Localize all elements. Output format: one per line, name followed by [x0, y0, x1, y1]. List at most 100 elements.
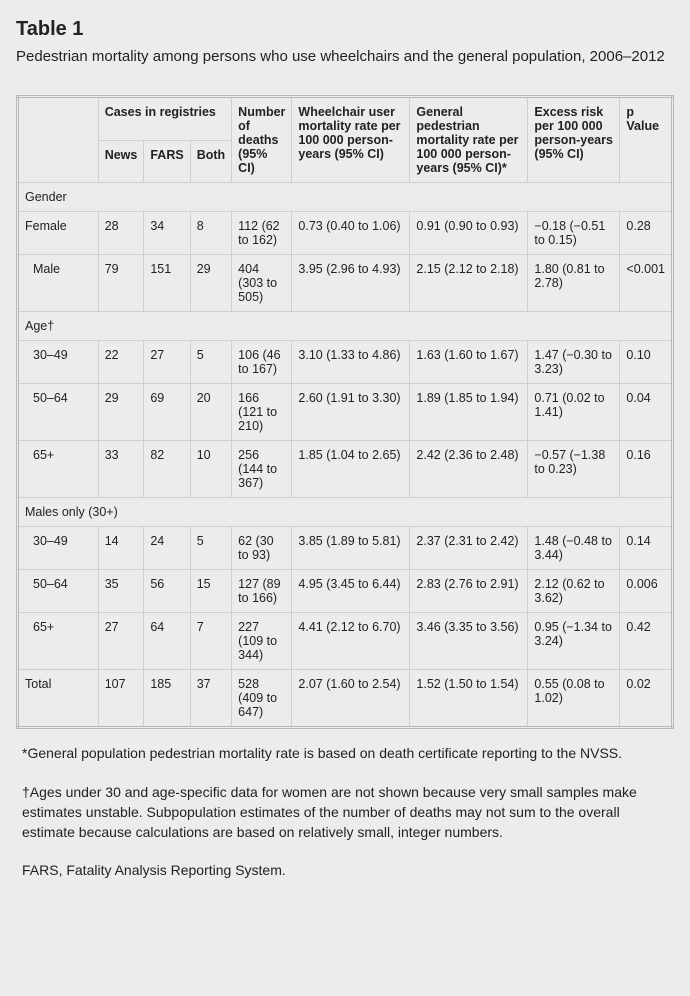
cell: 256 (144 to 367): [232, 441, 292, 498]
cell: 2.42 (2.36 to 2.48): [410, 441, 528, 498]
cell: 3.46 (3.35 to 3.56): [410, 613, 528, 670]
cell: 1.80 (0.81 to 2.78): [528, 255, 620, 312]
cell: 0.28: [620, 212, 673, 255]
row-label-m-30-49: 30–49: [18, 527, 99, 570]
cell: 1.89 (1.85 to 1.94): [410, 384, 528, 441]
mortality-table: Cases in registries Number of deaths (95…: [16, 95, 674, 729]
row-label-male: Male: [18, 255, 99, 312]
cell: 528 (409 to 647): [232, 670, 292, 728]
header-news: News: [98, 140, 144, 182]
cell: 34: [144, 212, 190, 255]
cell: 227 (109 to 344): [232, 613, 292, 670]
cell: 35: [98, 570, 144, 613]
row-label-age-65: 65+: [18, 441, 99, 498]
cell: 1.85 (1.04 to 2.65): [292, 441, 410, 498]
cell: 4.41 (2.12 to 6.70): [292, 613, 410, 670]
cell: 28: [98, 212, 144, 255]
cell: 2.07 (1.60 to 2.54): [292, 670, 410, 728]
cell: 0.02: [620, 670, 673, 728]
cell: 2.15 (2.12 to 2.18): [410, 255, 528, 312]
table-row: Male 79 151 29 404 (303 to 505) 3.95 (2.…: [18, 255, 673, 312]
cell: 2.83 (2.76 to 2.91): [410, 570, 528, 613]
cell: 2.60 (1.91 to 3.30): [292, 384, 410, 441]
cell: 2.37 (2.31 to 2.42): [410, 527, 528, 570]
cell: 5: [190, 341, 231, 384]
cell: 3.85 (1.89 to 5.81): [292, 527, 410, 570]
cell: 166 (121 to 210): [232, 384, 292, 441]
cell: 106 (46 to 167): [232, 341, 292, 384]
footnotes: *General population pedestrian mortality…: [16, 743, 674, 880]
cell: 0.10: [620, 341, 673, 384]
table-row: 50–64 35 56 15 127 (89 to 166) 4.95 (3.4…: [18, 570, 673, 613]
cell: 62 (30 to 93): [232, 527, 292, 570]
cell: 1.63 (1.60 to 1.67): [410, 341, 528, 384]
cell: 69: [144, 384, 190, 441]
table-row: 65+ 33 82 10 256 (144 to 367) 1.85 (1.04…: [18, 441, 673, 498]
cell: 22: [98, 341, 144, 384]
header-row-label-blank: [18, 97, 99, 183]
table-row: 50–64 29 69 20 166 (121 to 210) 2.60 (1.…: [18, 384, 673, 441]
cell: 127 (89 to 166): [232, 570, 292, 613]
cell: 33: [98, 441, 144, 498]
header-p-value: p Value: [620, 97, 673, 183]
header-excess-risk: Excess risk per 100 000 person-years (95…: [528, 97, 620, 183]
footnote-1: *General population pedestrian mortality…: [22, 743, 668, 763]
cell: 185: [144, 670, 190, 728]
cell: 79: [98, 255, 144, 312]
header-number-of-deaths: Number of deaths (95% CI): [232, 97, 292, 183]
cell: 1.52 (1.50 to 1.54): [410, 670, 528, 728]
cell: 10: [190, 441, 231, 498]
header-fars: FARS: [144, 140, 190, 182]
cell: 0.95 (−1.34 to 3.24): [528, 613, 620, 670]
row-label-m-50-64: 50–64: [18, 570, 99, 613]
cell: <0.001: [620, 255, 673, 312]
cell: 29: [98, 384, 144, 441]
cell: 0.73 (0.40 to 1.06): [292, 212, 410, 255]
cell: 0.71 (0.02 to 1.41): [528, 384, 620, 441]
cell: 37: [190, 670, 231, 728]
cell: 0.14: [620, 527, 673, 570]
table-row-total: Total 107 185 37 528 (409 to 647) 2.07 (…: [18, 670, 673, 728]
row-label-total: Total: [18, 670, 99, 728]
cell: 0.55 (0.08 to 1.02): [528, 670, 620, 728]
section-males-only: Males only (30+): [18, 498, 673, 527]
cell: 14: [98, 527, 144, 570]
cell: 20: [190, 384, 231, 441]
table-title: Table 1: [16, 18, 674, 41]
cell: 7: [190, 613, 231, 670]
cell: 64: [144, 613, 190, 670]
cell: 29: [190, 255, 231, 312]
cell: 0.91 (0.90 to 0.93): [410, 212, 528, 255]
cell: 107: [98, 670, 144, 728]
page-container: Table 1 Pedestrian mortality among perso…: [0, 0, 690, 996]
cell: 4.95 (3.45 to 6.44): [292, 570, 410, 613]
cell: 151: [144, 255, 190, 312]
cell: 1.47 (−0.30 to 3.23): [528, 341, 620, 384]
cell: −0.57 (−1.38 to 0.23): [528, 441, 620, 498]
table-row: 65+ 27 64 7 227 (109 to 344) 4.41 (2.12 …: [18, 613, 673, 670]
cell: 0.16: [620, 441, 673, 498]
cell: 2.12 (0.62 to 3.62): [528, 570, 620, 613]
section-age: Age†: [18, 312, 673, 341]
cell: 27: [144, 341, 190, 384]
cell: 8: [190, 212, 231, 255]
header-wheelchair-rate: Wheelchair user mortality rate per 100 0…: [292, 97, 410, 183]
header-general-rate: General pedestrian mortality rate per 10…: [410, 97, 528, 183]
cell: −0.18 (−0.51 to 0.15): [528, 212, 620, 255]
row-label-age-50-64: 50–64: [18, 384, 99, 441]
cell: 15: [190, 570, 231, 613]
cell: 24: [144, 527, 190, 570]
cell: 1.48 (−0.48 to 3.44): [528, 527, 620, 570]
table-row: 30–49 22 27 5 106 (46 to 167) 3.10 (1.33…: [18, 341, 673, 384]
cell: 3.10 (1.33 to 4.86): [292, 341, 410, 384]
cell: 404 (303 to 505): [232, 255, 292, 312]
footnote-3: FARS, Fatality Analysis Reporting System…: [22, 860, 668, 880]
cell: 0.42: [620, 613, 673, 670]
header-both: Both: [190, 140, 231, 182]
cell: 5: [190, 527, 231, 570]
cell: 56: [144, 570, 190, 613]
header-cases-in-registries: Cases in registries: [98, 97, 231, 141]
cell: 112 (62 to 162): [232, 212, 292, 255]
section-gender: Gender: [18, 183, 673, 212]
row-label-m-65: 65+: [18, 613, 99, 670]
